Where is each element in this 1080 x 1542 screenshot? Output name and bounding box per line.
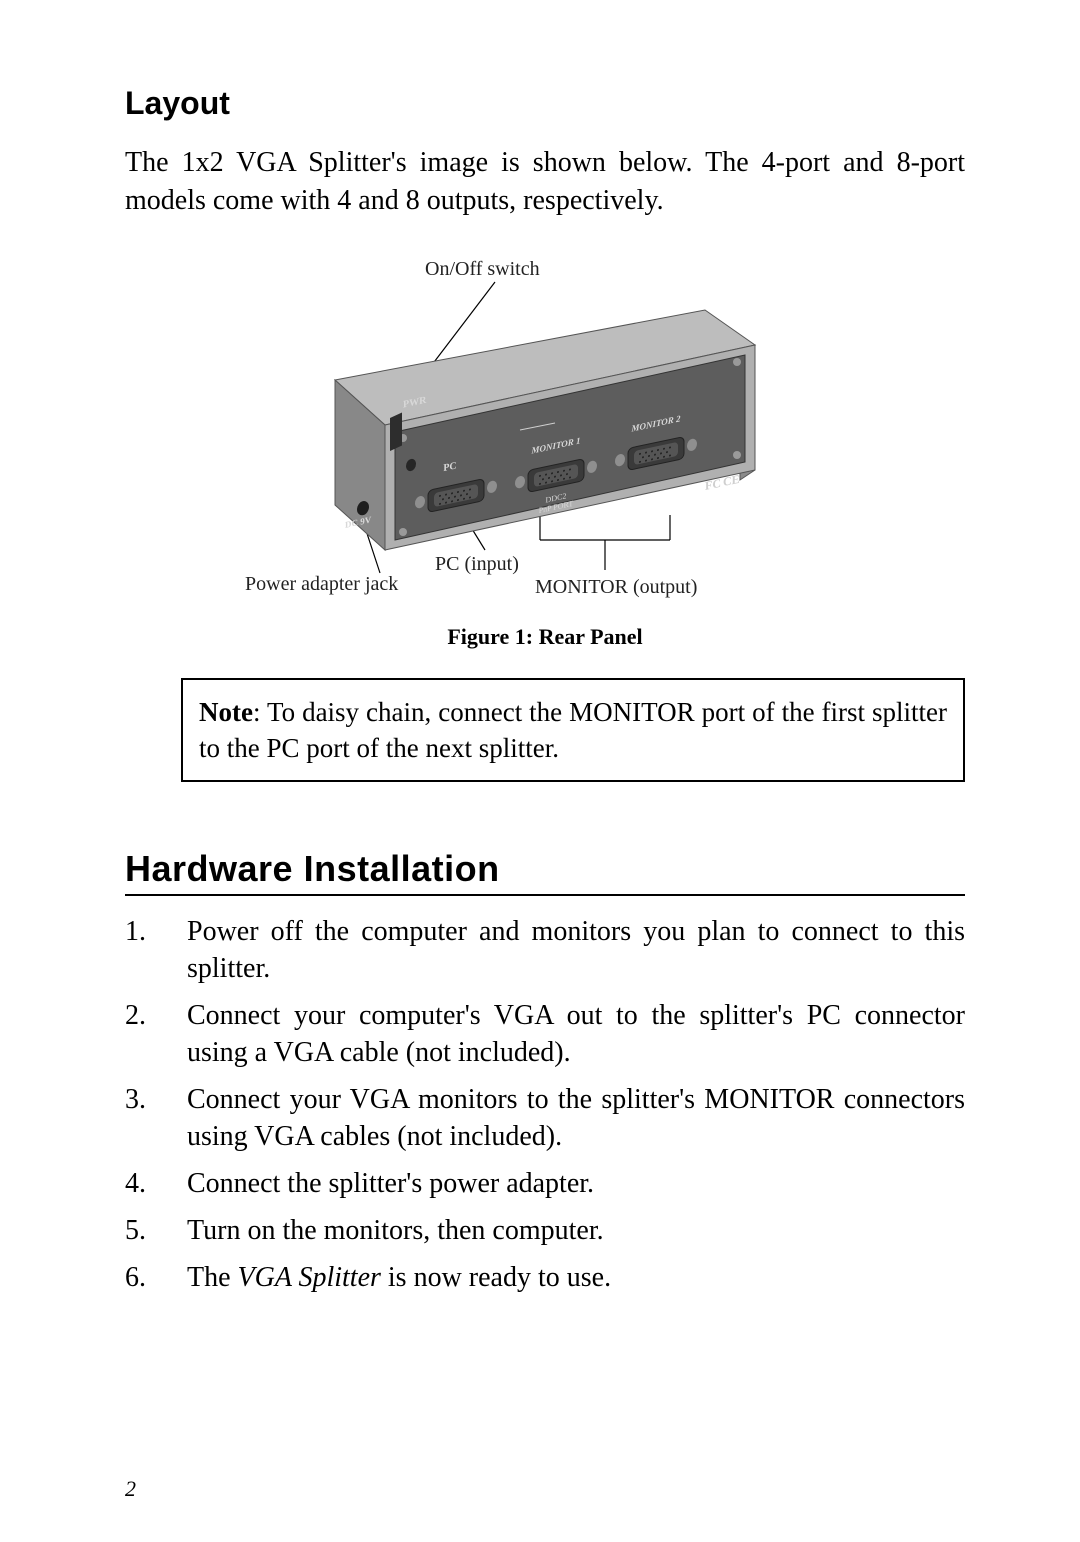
callout-on-off: On/Off switch <box>425 258 540 280</box>
device-label-ce: CE <box>723 471 740 488</box>
step-item: Connect your computer's VGA out to the s… <box>125 998 965 1072</box>
step-item: Power off the computer and monitors you … <box>125 914 965 988</box>
callout-pc-input: PC (input) <box>435 553 519 575</box>
rear-panel-figure: On/Off switch Power adapter jack PC (inp… <box>185 250 905 610</box>
hardware-rule <box>125 894 965 896</box>
note-label: Note <box>199 697 253 727</box>
figure-caption: Figure 1: Rear Panel <box>125 624 965 650</box>
step-item: Turn on the monitors, then computer. <box>125 1213 965 1250</box>
hardware-heading: Hardware Installation <box>125 848 965 890</box>
page-number: 2 <box>125 1476 136 1502</box>
steps-list: Power off the computer and monitors you … <box>125 914 965 1297</box>
step-item: Connect the splitter's power adapter. <box>125 1166 965 1203</box>
step-item: The VGA Splitter is now ready to use. <box>125 1260 965 1297</box>
figure-wrap: On/Off switch Power adapter jack PC (inp… <box>125 250 965 650</box>
callout-monitor-output: MONITOR (output) <box>535 576 697 598</box>
note-text: : To daisy chain, connect the MONITOR po… <box>199 697 947 763</box>
callout-power-jack: Power adapter jack <box>245 573 398 595</box>
layout-intro: The 1x2 VGA Splitter's image is shown be… <box>125 144 965 220</box>
note-box: Note: To daisy chain, connect the MONITO… <box>181 678 965 783</box>
device-label-fc: FC <box>705 475 721 492</box>
step-item: Connect your VGA monitors to the splitte… <box>125 1082 965 1156</box>
layout-heading: Layout <box>125 85 965 122</box>
